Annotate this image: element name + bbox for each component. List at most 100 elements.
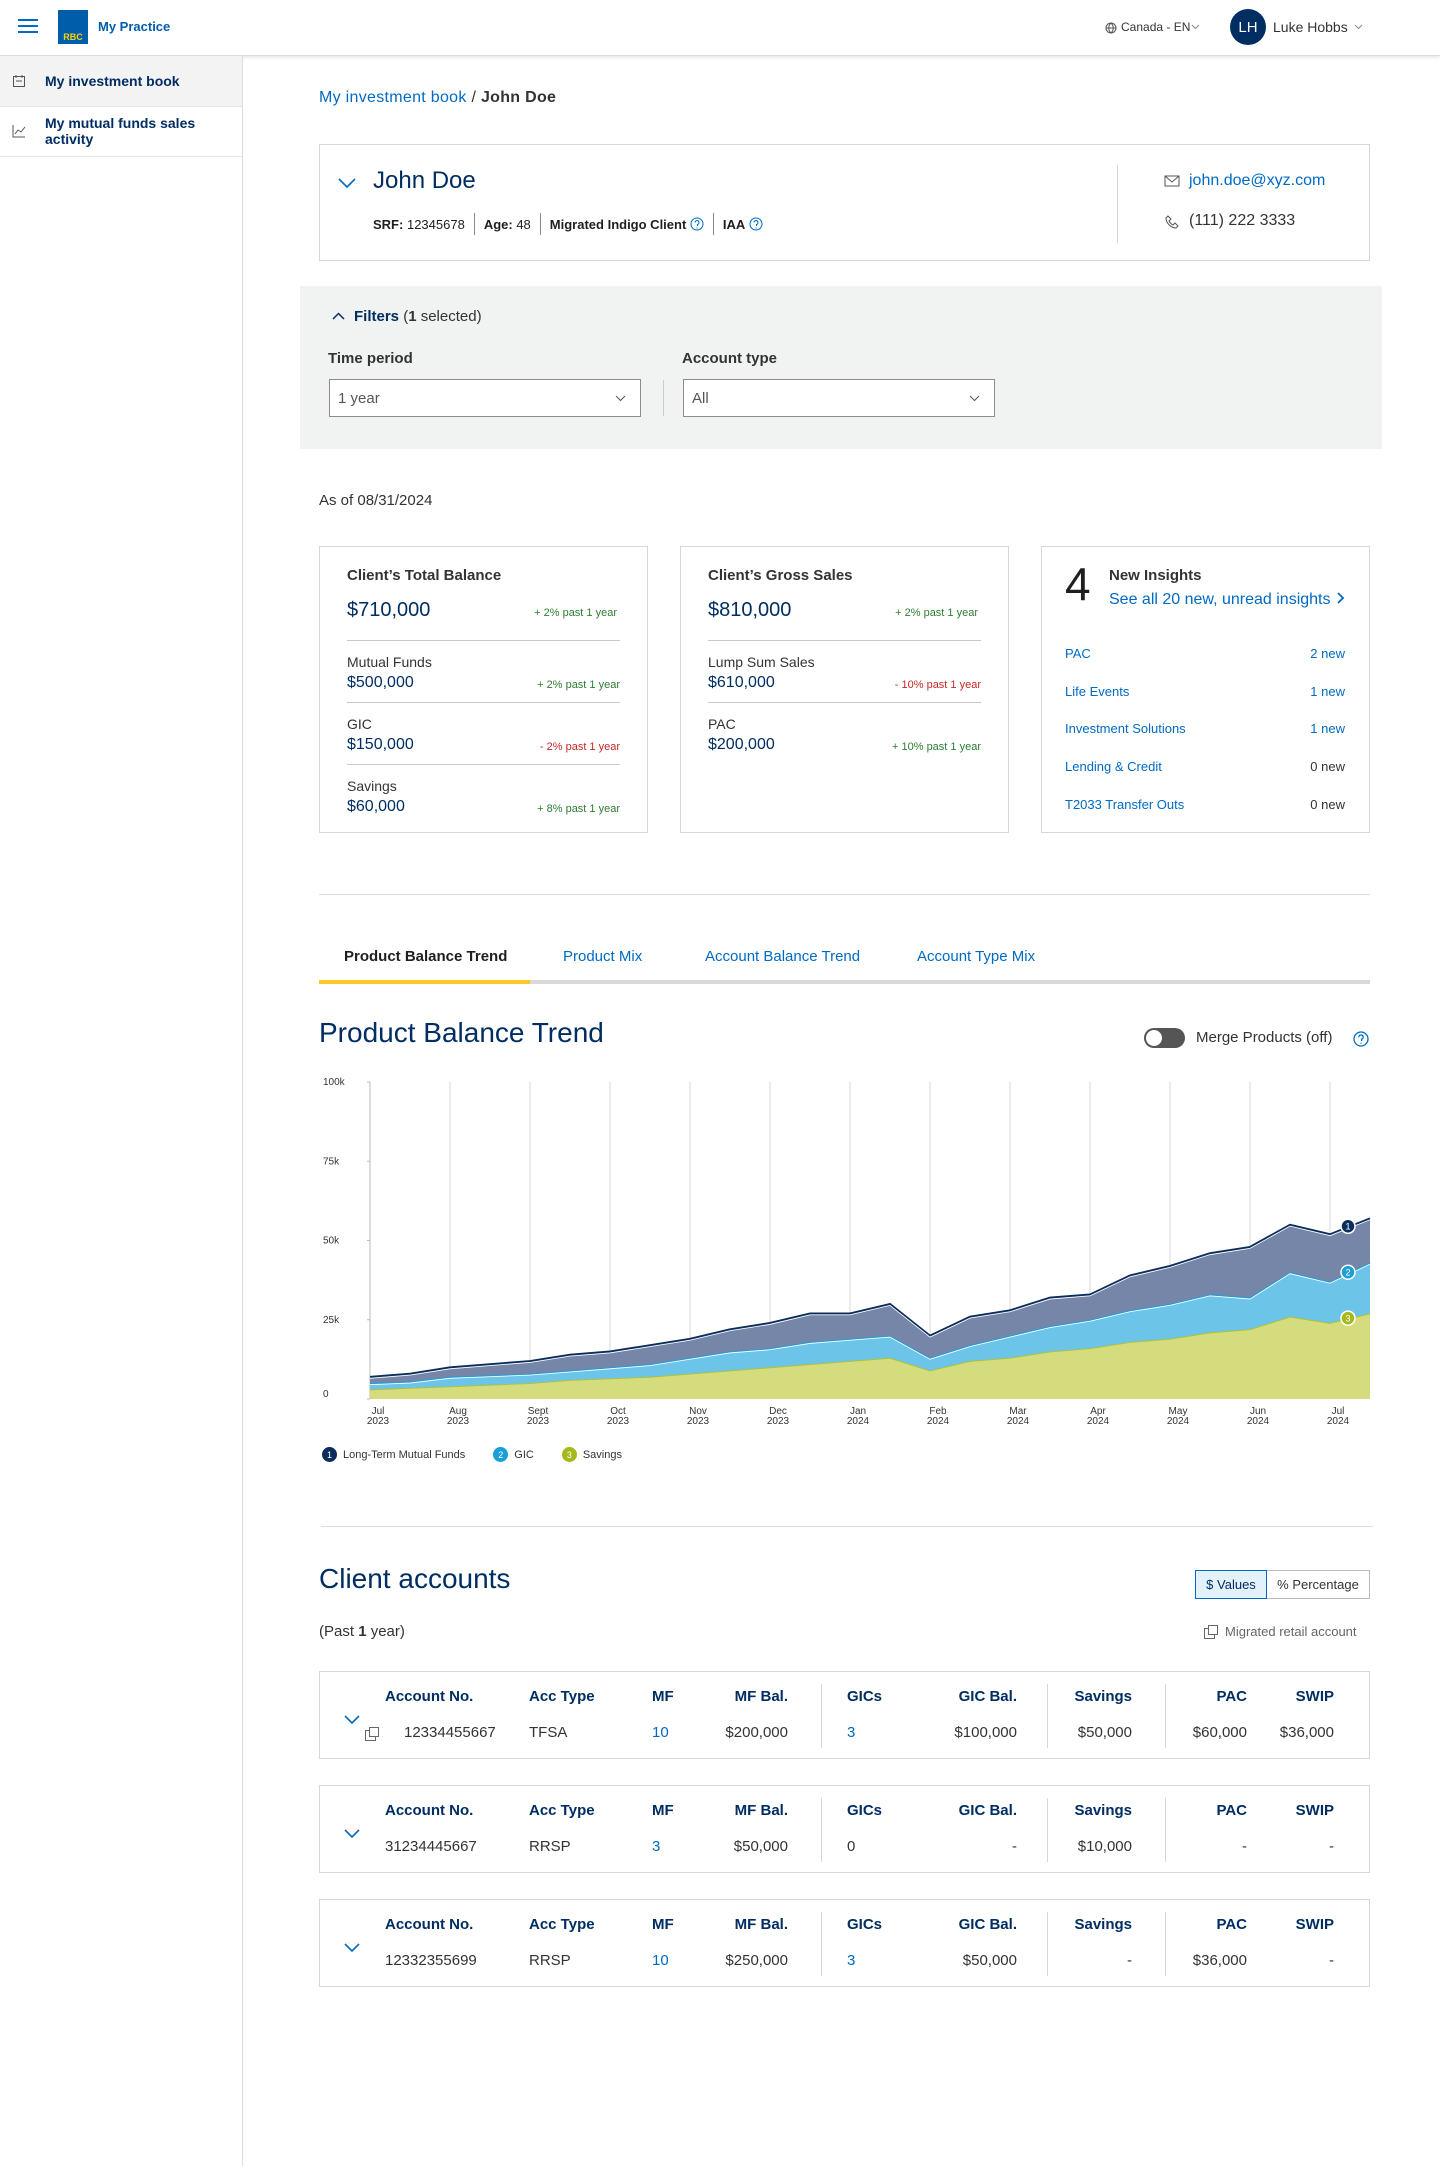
column-header: MF Bal. xyxy=(734,1688,788,1705)
cell: $100,000 xyxy=(954,1724,1017,1741)
x-tick-label: Jan 2024 xyxy=(846,1406,870,1427)
help-icon[interactable] xyxy=(749,217,763,231)
cell[interactable]: 3 xyxy=(652,1838,661,1855)
column-divider xyxy=(1047,1684,1048,1748)
tab[interactable]: Product Mix xyxy=(563,948,643,965)
legend-marker: 2 xyxy=(493,1447,509,1462)
filters-open: ( xyxy=(403,308,409,325)
column-header: MF xyxy=(652,1688,674,1705)
nav-item[interactable]: My investment book xyxy=(0,56,242,107)
column-header: Account No. xyxy=(385,1916,474,1933)
column-divider xyxy=(1165,1912,1166,1976)
item-label: Savings xyxy=(347,778,397,794)
insight-label[interactable]: Lending & Credit xyxy=(1065,759,1162,775)
legend-item: 3 Savings xyxy=(561,1447,622,1462)
email[interactable]: john.doe@xyz.com xyxy=(1189,172,1326,189)
item-change: + 8% past 1 year xyxy=(537,803,620,815)
item-change: - 2% past 1 year xyxy=(539,741,620,753)
nav-item[interactable]: My mutual funds sales activity xyxy=(0,106,242,157)
help-icon[interactable] xyxy=(690,217,704,231)
item-change: - 10% past 1 year xyxy=(894,679,981,691)
tab-track xyxy=(319,980,1370,984)
locale[interactable]: Canada - EN xyxy=(1121,20,1191,34)
x-tick-label: Sept 2023 xyxy=(526,1406,550,1427)
cell: $250,000 xyxy=(725,1952,788,1969)
expand-icon[interactable] xyxy=(344,1712,360,1730)
chevron xyxy=(615,395,626,401)
globe-icon xyxy=(1105,22,1117,34)
phone-icon xyxy=(1165,215,1179,229)
help-icon[interactable] xyxy=(1353,1031,1369,1047)
cell: RRSP xyxy=(529,1952,571,1969)
column-header: Savings xyxy=(1074,1802,1132,1819)
insight-row: PAC 2 new xyxy=(1065,646,1345,661)
card-item: Savings $60,000 + 8% past 1 year xyxy=(347,764,620,827)
column-header: Acc Type xyxy=(529,1688,595,1705)
column-header: Account No. xyxy=(385,1688,474,1705)
insight-value: 1 new xyxy=(1310,721,1345,737)
cell[interactable]: 10 xyxy=(652,1952,669,1969)
card-total: $710,000 xyxy=(347,599,431,621)
client-name: John Doe xyxy=(373,167,476,194)
tab[interactable]: Product Balance Trend xyxy=(344,948,508,965)
column-header: SWIP xyxy=(1295,1688,1334,1705)
avatar[interactable]: LH xyxy=(1230,9,1266,45)
cell: RRSP xyxy=(529,1838,571,1855)
x-tick-label: Apr 2024 xyxy=(1086,1406,1110,1427)
select[interactable]: 1 year xyxy=(329,379,641,417)
tab[interactable]: Account Type Mix xyxy=(917,948,1036,965)
select[interactable]: All xyxy=(683,379,995,417)
insight-label[interactable]: PAC xyxy=(1065,646,1091,661)
legend-label: Savings xyxy=(582,1448,622,1461)
card-item: Lump Sum Sales $610,000 - 10% past 1 year xyxy=(708,640,981,703)
chevron xyxy=(1337,592,1345,604)
column-divider xyxy=(1047,1912,1048,1976)
breadcrumb-separator: / xyxy=(471,89,477,106)
tab-indicator xyxy=(319,980,530,984)
column-header: Acc Type xyxy=(529,1916,595,1933)
insight-label[interactable]: Investment Solutions xyxy=(1065,721,1186,737)
menu-icon[interactable] xyxy=(17,17,39,35)
x-tick-label: Mar 2024 xyxy=(1006,1406,1030,1427)
collapse-icon[interactable] xyxy=(338,178,356,189)
chart-icon xyxy=(12,125,26,138)
chevron xyxy=(1191,24,1200,30)
insight-label[interactable]: Life Events xyxy=(1065,683,1130,699)
cell[interactable]: 10 xyxy=(652,1724,669,1741)
cell: $10,000 xyxy=(1077,1838,1132,1855)
item-value: $610,000 xyxy=(708,674,775,691)
phone: (111) 222 3333 xyxy=(1189,212,1296,229)
toggle-button[interactable]: $ Values xyxy=(1195,1570,1267,1599)
cell[interactable]: 3 xyxy=(847,1952,856,1969)
insights-link[interactable]: See all 20 new, unread insights xyxy=(1109,591,1345,609)
column-header: GIC Bal. xyxy=(958,1802,1017,1819)
user-name[interactable]: Luke Hobbs xyxy=(1273,19,1348,35)
srf-label: SRF: xyxy=(373,216,404,232)
x-tick-label: Aug 2023 xyxy=(446,1406,470,1427)
toggle-button[interactable]: % Percentage xyxy=(1267,1570,1370,1599)
insights-title: New Insights xyxy=(1109,567,1202,584)
x-tick-label: Jul 2023 xyxy=(366,1406,390,1427)
insight-label[interactable]: T2033 Transfer Outs xyxy=(1065,796,1185,812)
tag: Migrated Indigo Client xyxy=(549,216,687,232)
column-header: MF xyxy=(652,1802,674,1819)
toggle[interactable] xyxy=(1144,1028,1185,1048)
insights-count: 4 xyxy=(1065,558,1091,610)
expand-icon[interactable] xyxy=(344,1940,360,1958)
account-row: Account No. 12332355699 Acc Type RRSP MF 10 MF… xyxy=(319,1899,1370,1987)
breadcrumb-link[interactable]: My investment book xyxy=(319,89,467,106)
column-header: GICs xyxy=(847,1802,883,1819)
insight-row: Lending & Credit 0 new xyxy=(1065,759,1345,774)
item-change: + 10% past 1 year xyxy=(892,741,981,753)
migrated-icon xyxy=(364,1726,380,1747)
cell: - xyxy=(1012,1838,1017,1855)
cell[interactable]: 3 xyxy=(847,1724,856,1741)
logo: RBC xyxy=(58,10,88,44)
tab[interactable]: Account Balance Trend xyxy=(705,948,861,965)
expand-icon[interactable] xyxy=(344,1826,360,1844)
line xyxy=(369,1217,1371,1378)
filters-heading[interactable]: Filters (1 selected) xyxy=(354,308,482,325)
chart-title: Product Balance Trend xyxy=(319,1017,604,1048)
filters-panel: Filters (1 selected) Time period 1 year … xyxy=(300,286,1382,449)
collapse-icon[interactable] xyxy=(332,312,345,320)
